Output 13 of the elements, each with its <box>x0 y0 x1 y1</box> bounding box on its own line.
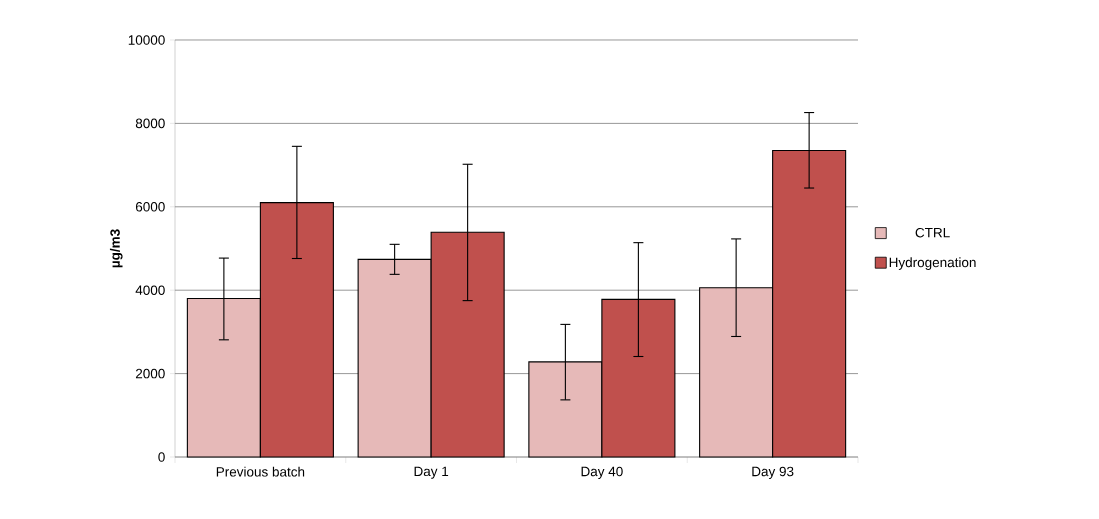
y-axis-title: µg/m3 <box>109 229 123 268</box>
y-tick-label: 2000 <box>135 368 165 379</box>
legend-label: Hydrogenation <box>889 257 976 270</box>
x-tick-label: Previous batch <box>216 466 305 477</box>
y-tick-label: 4000 <box>135 285 165 295</box>
legend-label: CTRL <box>915 227 950 238</box>
y-tick-label: 6000 <box>135 202 165 212</box>
y-tick-label: 0 <box>158 452 165 462</box>
y-tick-label: 10000 <box>128 35 165 45</box>
x-tick-label: Day 40 <box>581 466 623 479</box>
y-tick-label: 8000 <box>135 118 165 129</box>
x-tick-label: Day 1 <box>414 466 449 479</box>
x-tick-label: Day 93 <box>752 466 794 479</box>
